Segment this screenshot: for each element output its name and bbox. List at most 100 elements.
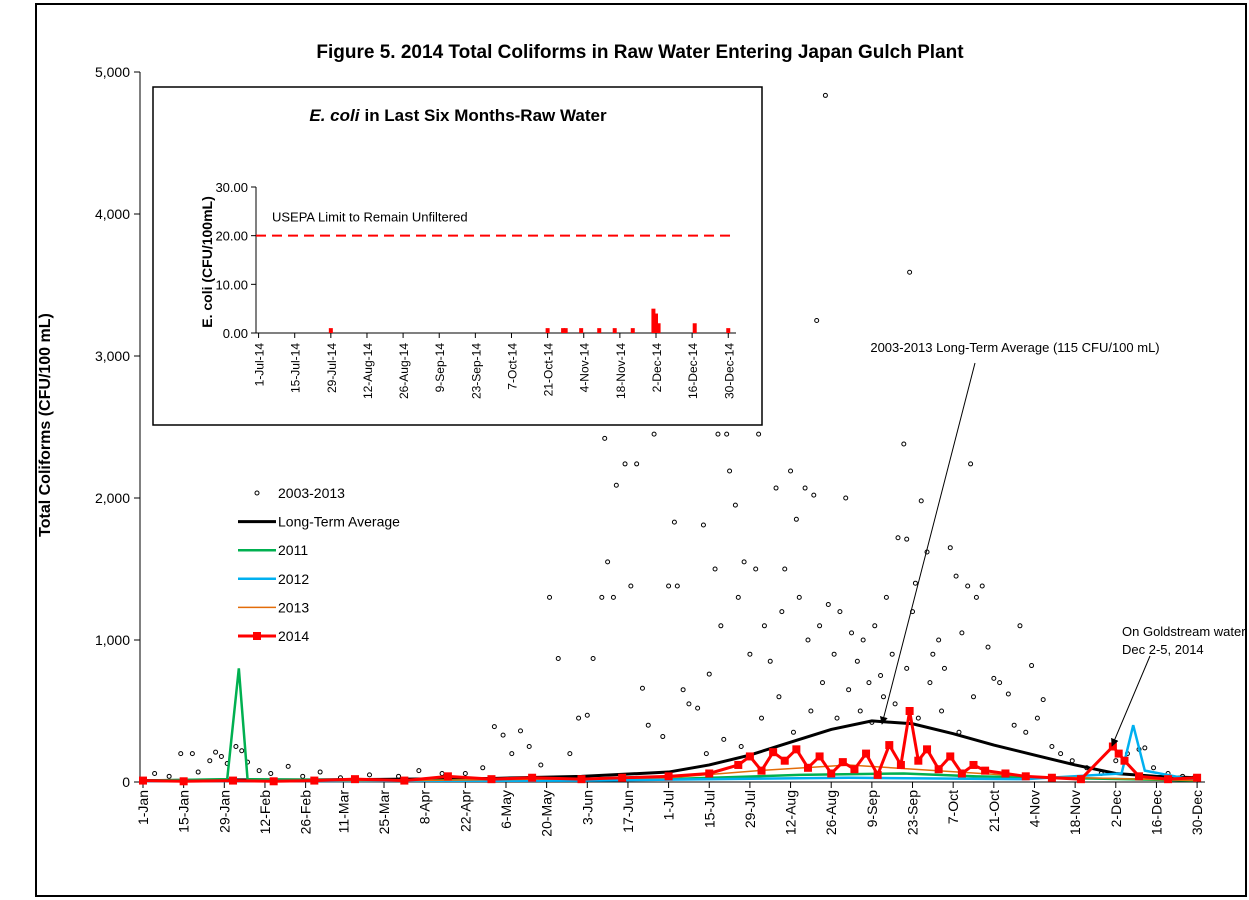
x-tick-label: 22-Apr <box>457 790 473 832</box>
point <box>547 594 553 600</box>
inset-x-tick-label: 9-Sep-14 <box>433 343 447 393</box>
x-tick-label: 18-Nov <box>1067 790 1083 835</box>
x-tick-label: 9-Sep <box>864 790 880 828</box>
point <box>878 673 884 678</box>
x-tick-label: 1-Jul <box>661 790 677 820</box>
point <box>487 775 496 784</box>
point <box>892 701 898 707</box>
point <box>166 773 172 779</box>
point <box>195 769 201 775</box>
point <box>666 583 672 589</box>
point <box>843 495 849 501</box>
point <box>973 594 979 600</box>
bar <box>563 328 568 333</box>
inset-x-tick-label: 1-Jul-14 <box>253 343 267 387</box>
point <box>793 516 799 522</box>
x-tick-label: 17-Jun <box>620 790 636 833</box>
inset-x-tick-label: 18-Nov-14 <box>614 343 628 399</box>
point <box>782 566 788 572</box>
point <box>873 770 882 779</box>
point <box>965 583 971 589</box>
point <box>300 773 306 779</box>
chart-title: Figure 5. 2014 Total Coliforms in Raw Wa… <box>316 42 964 63</box>
bar <box>612 328 617 333</box>
point <box>1005 691 1011 697</box>
x-tick-label: 12-Aug <box>783 790 799 835</box>
point <box>802 485 808 491</box>
point <box>880 694 886 700</box>
point <box>747 651 753 657</box>
point <box>718 623 724 629</box>
point <box>602 435 608 441</box>
point <box>914 756 923 765</box>
point <box>979 583 985 589</box>
point <box>849 630 855 636</box>
point <box>634 461 640 467</box>
point <box>788 468 794 474</box>
x-tick-label: 26-Feb <box>298 790 314 835</box>
point <box>724 431 730 437</box>
point <box>1113 758 1119 764</box>
bar <box>654 313 658 333</box>
point <box>761 623 767 629</box>
inset-x-tick-label: 21-Oct-14 <box>542 343 556 397</box>
inset-x-tick-label: 30-Dec-14 <box>722 343 736 399</box>
point <box>776 694 782 700</box>
point <box>605 559 611 565</box>
point <box>912 580 918 586</box>
x-tick-label: 11-Mar <box>335 790 351 834</box>
point <box>715 431 721 437</box>
point <box>695 705 701 711</box>
reference-label: USEPA Limit to Remain Unfiltered <box>272 210 468 225</box>
point <box>599 594 605 600</box>
point <box>927 680 933 686</box>
point <box>997 680 1003 686</box>
annotation: Dec 2-5, 2014 <box>1122 642 1204 657</box>
point <box>934 765 943 774</box>
point <box>831 651 837 657</box>
point <box>959 630 965 636</box>
point <box>178 751 184 757</box>
point <box>820 680 825 686</box>
point <box>1164 775 1173 784</box>
point <box>968 461 974 467</box>
point <box>229 776 238 785</box>
point <box>152 770 158 776</box>
inset-x-tick-label: 2-Dec-14 <box>650 343 664 393</box>
point <box>895 535 901 541</box>
inset-x-tick-label: 15-Jul-14 <box>289 343 303 393</box>
point <box>827 769 836 778</box>
point <box>971 694 976 700</box>
point <box>805 637 811 643</box>
point <box>796 594 802 600</box>
bar <box>651 308 656 333</box>
x-tick-label: 20-May <box>539 790 555 837</box>
point <box>680 687 686 693</box>
point <box>808 708 814 714</box>
x-tick-label: 6-May <box>498 790 514 829</box>
point <box>756 431 762 437</box>
point <box>814 318 820 323</box>
point <box>500 732 506 738</box>
point <box>139 776 147 785</box>
inset-chart: E. coli in Last Six Months-Raw Water E. c… <box>152 86 763 426</box>
annotation: On Goldstream water <box>1122 624 1246 639</box>
legend-label: 2011 <box>278 542 308 558</box>
point <box>939 708 945 714</box>
point <box>207 758 213 764</box>
point <box>1120 756 1129 765</box>
point <box>883 594 889 600</box>
point <box>923 745 932 754</box>
point <box>985 644 991 650</box>
point <box>947 545 953 551</box>
point <box>712 566 718 572</box>
point <box>645 722 651 728</box>
point <box>803 763 812 772</box>
legend-label: Long-Term Average <box>278 514 400 530</box>
point <box>738 744 744 749</box>
inset-y-axis-title: E. coli (CFU/100mL) <box>199 196 215 327</box>
point <box>866 680 872 686</box>
point <box>590 655 596 661</box>
point <box>518 728 523 734</box>
point <box>491 724 497 730</box>
